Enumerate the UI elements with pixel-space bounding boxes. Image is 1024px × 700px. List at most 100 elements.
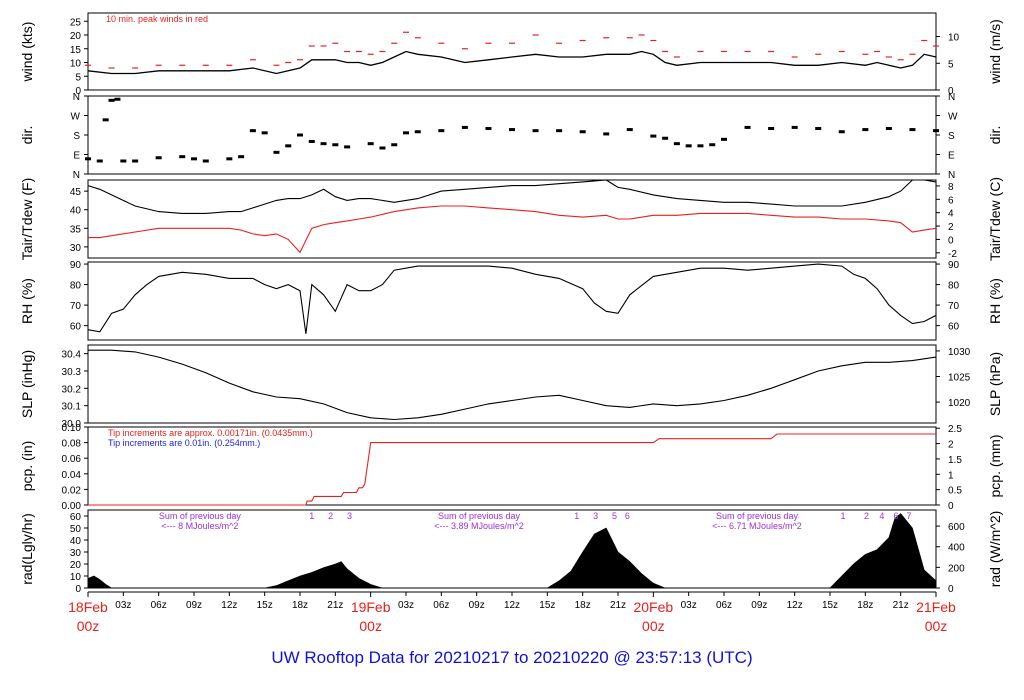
x-tick-label: 18z <box>575 600 591 611</box>
radiation-hour-marker: 6 <box>893 511 898 521</box>
slp-left-tick-label: 30.3 <box>62 367 82 378</box>
rh-left-tick-label: 70 <box>70 301 82 312</box>
wind-direction-point <box>673 142 680 146</box>
x-date-time-label: 00z <box>359 618 382 634</box>
rh-left-tick-label: 80 <box>70 281 82 292</box>
temp-right-tick-label: 4 <box>948 209 954 220</box>
wind-direction-point <box>114 97 121 101</box>
pcp-right-tick-label: 2.5 <box>948 424 962 435</box>
wind-left-tick-label: 5 <box>75 72 81 83</box>
wind-direction-point <box>261 131 268 135</box>
dir-left-tick-label: W <box>71 112 81 123</box>
wind-speed-series <box>87 50 937 75</box>
x-tick-label: 15z <box>257 600 273 611</box>
pcp-right-tick-label: 1 <box>948 470 954 481</box>
wind-direction-point <box>791 125 798 129</box>
dir-right-tick-label: E <box>948 151 955 162</box>
x-date-label: 20Feb <box>633 599 673 615</box>
rad-ylabel-right: rad (W/m^2) <box>987 511 1003 588</box>
wind-direction-point <box>155 156 162 160</box>
rad-right-tick-label: 0 <box>948 584 954 595</box>
rad-left-tick-label: 40 <box>70 536 82 547</box>
temp-left-tick-label: 45 <box>70 187 82 198</box>
temp-ylabel-left: Tair/Tdew (F) <box>19 178 35 260</box>
slp-right-tick-label: 1020 <box>948 398 971 409</box>
wind-direction-point <box>509 128 515 132</box>
wind-direction-point <box>579 130 586 134</box>
wind-direction-point <box>344 145 351 149</box>
pcp-panel-frame <box>87 426 937 506</box>
temp-left-tick-label: 40 <box>70 206 82 217</box>
x-tick-label: 15z <box>539 600 555 611</box>
rh-left-tick-label: 90 <box>70 260 82 271</box>
pcp-left-tick-label: 0.06 <box>62 454 82 465</box>
slp-left-tick-label: 30.1 <box>62 402 82 413</box>
temp-right-tick-label: 0 <box>948 235 954 246</box>
rad-left-tick-label: 30 <box>70 548 82 559</box>
x-date-label: 21Feb <box>916 599 956 615</box>
wind-direction-point <box>102 118 109 122</box>
wind-direction-point <box>403 131 409 135</box>
wind-direction-point <box>438 129 445 133</box>
temp-ylabel-right: Tair/Tdew (C) <box>987 177 1003 261</box>
x-tick-label: 12z <box>221 600 237 611</box>
rh-right-tick-label: 60 <box>948 322 960 333</box>
wind-direction-point <box>179 155 186 159</box>
rh-ylabel-left: RH (%) <box>19 278 35 324</box>
x-tick-label: 09z <box>186 600 202 611</box>
x-tick-label: 21z <box>610 600 626 611</box>
dewpoint-series <box>88 205 937 254</box>
radiation-hour-marker: 2 <box>864 511 869 521</box>
wind-direction-point <box>320 142 327 146</box>
wind-direction-point <box>626 128 633 132</box>
wind-direction-point <box>85 157 91 161</box>
radiation-hour-marker: 3 <box>593 511 598 521</box>
wind-direction-point <box>485 127 492 130</box>
pcp-left-tick-label: 0.04 <box>62 470 82 481</box>
wind-direction-point <box>132 159 139 163</box>
relative-humidity-series <box>87 263 937 334</box>
slp-left-tick-label: 30.2 <box>62 384 82 395</box>
temp-right-tick-label: 2 <box>948 222 954 233</box>
radiation-hour-marker: 7 <box>906 511 911 521</box>
wind-direction-point <box>461 125 468 129</box>
wind-left-tick-label: 10 <box>70 59 82 70</box>
wind-right-tick-label: 0 <box>948 86 954 97</box>
dir-panel-frame <box>87 95 937 175</box>
rh-right-tick-label: 80 <box>948 281 960 292</box>
rad-left-tick-label: 0 <box>75 584 81 595</box>
wind-right-tick-label: 5 <box>948 59 954 70</box>
radiation-note-line2: <--- 3.89 MJoules/m^2 <box>434 521 524 531</box>
pcp-left-tick-label: 0.08 <box>62 439 82 450</box>
pcp-right-tick-label: 2 <box>948 440 954 451</box>
pcp-left-tick-label: 0.00 <box>62 501 82 512</box>
slp-left-tick-label: 30.0 <box>62 419 82 430</box>
x-tick-label: 06z <box>151 600 167 611</box>
rad-right-tick-label: 400 <box>948 543 965 554</box>
temp-panel-frame <box>87 179 937 259</box>
rad-left-tick-label: 10 <box>70 572 82 583</box>
wind-ylabel-left: wind (kts) <box>19 22 35 83</box>
temp-left-tick-label: 30 <box>70 243 82 254</box>
wind-direction-point <box>391 143 398 147</box>
x-date-time-label: 00z <box>642 618 665 634</box>
dir-left-tick-label: N <box>73 92 80 103</box>
wind-panel-frame <box>87 12 937 91</box>
rh-left-tick-label: 60 <box>70 322 82 333</box>
dir-right-tick-label: N <box>948 92 955 103</box>
chart-title: UW Rooftop Data for 20210217 to 20210220… <box>271 648 753 667</box>
wind-direction-point <box>202 159 209 163</box>
slp-right-tick-label: 1025 <box>948 373 971 384</box>
pcp-left-tick-label: 0.02 <box>62 485 82 496</box>
x-tick-label: 15z <box>822 600 838 611</box>
radiation-hour-marker: 4 <box>879 511 884 521</box>
wind-direction-point <box>332 143 339 147</box>
wind-direction-point <box>709 143 716 147</box>
wind-direction-point <box>191 157 197 161</box>
x-tick-label: 12z <box>787 600 803 611</box>
x-tick-label: 06z <box>716 600 732 611</box>
rad-right-tick-label: 600 <box>948 522 965 533</box>
dir-right-tick-label: S <box>948 131 955 142</box>
rad-left-tick-label: 60 <box>70 512 82 523</box>
